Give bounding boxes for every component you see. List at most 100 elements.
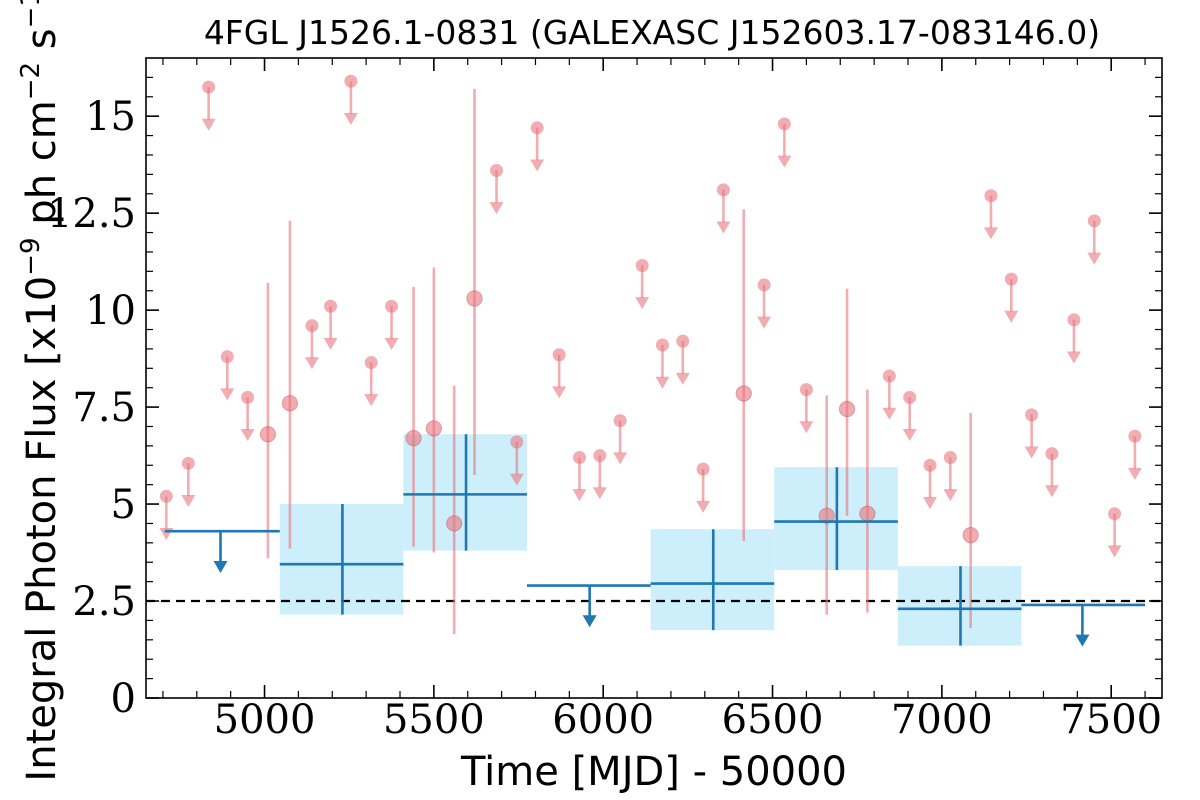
short-bin-series <box>159 74 1142 634</box>
short-ul-arrowhead-3 <box>220 388 235 401</box>
plot-frame <box>145 57 1163 699</box>
short-ul-point-27 <box>716 183 730 197</box>
short-ul-arrowhead-45 <box>1087 252 1102 265</box>
long-ul-arrowhead-7 <box>1075 634 1090 647</box>
xtick-label-0: 5000 <box>214 697 316 743</box>
ytick-label-5: 12.5 <box>47 191 136 237</box>
short-ul-arrowhead-36 <box>902 429 917 442</box>
short-ul-point-26 <box>696 462 710 476</box>
short-det-point-5 <box>259 426 277 443</box>
short-ul-arrowhead-40 <box>983 227 998 240</box>
short-ul-arrowhead-23 <box>635 297 650 310</box>
short-ul-point-4 <box>241 390 255 404</box>
short-ul-arrowhead-30 <box>777 155 792 168</box>
short-ul-arrowhead-38 <box>943 489 958 502</box>
short-ul-point-29 <box>757 278 771 292</box>
x-tick-labels: 5000 5500 6000 6500 7000 7500 <box>214 697 1162 743</box>
chart-title: 4FGL J1526.1-0831 (GALEXASC J152603.17-0… <box>204 13 1100 52</box>
short-ul-point-30 <box>777 117 791 131</box>
short-ul-arrowhead-44 <box>1066 351 1081 364</box>
short-ul-arrowhead-35 <box>882 407 897 420</box>
short-ul-arrowhead-29 <box>757 316 772 329</box>
short-ul-arrowhead-27 <box>716 221 731 234</box>
short-ul-point-45 <box>1087 214 1101 228</box>
short-det-point-6 <box>281 395 299 412</box>
short-ul-point-0 <box>159 489 173 503</box>
short-ul-arrowhead-4 <box>240 429 255 442</box>
short-ul-point-10 <box>364 355 378 369</box>
short-ul-arrowhead-20 <box>572 489 587 502</box>
short-ul-point-16 <box>490 163 504 177</box>
short-ul-arrowhead-24 <box>655 376 670 389</box>
short-ul-point-1 <box>181 456 195 470</box>
short-det-point-12 <box>405 430 422 447</box>
xtick-label-3: 6500 <box>722 697 824 743</box>
short-ul-arrowhead-11 <box>384 337 399 350</box>
short-ul-point-11 <box>385 299 399 313</box>
short-ul-point-41 <box>1004 272 1018 286</box>
short-ul-point-17 <box>510 435 524 449</box>
short-ul-arrowhead-10 <box>364 394 379 407</box>
short-ul-arrowhead-43 <box>1044 485 1059 498</box>
ytick-label-0: 0 <box>111 676 136 722</box>
short-ul-arrowhead-0 <box>159 527 174 540</box>
short-ul-point-35 <box>882 369 896 383</box>
short-ul-point-7 <box>305 319 319 333</box>
short-ul-arrowhead-18 <box>530 159 545 172</box>
short-ul-point-38 <box>943 451 957 465</box>
short-ul-arrowhead-8 <box>323 337 338 350</box>
short-ul-arrowhead-47 <box>1127 467 1142 480</box>
short-ul-point-3 <box>220 350 234 364</box>
xtick-label-1: 5500 <box>383 697 485 743</box>
short-ul-arrowhead-22 <box>613 452 628 465</box>
short-ul-point-22 <box>613 414 627 428</box>
short-ul-arrowhead-46 <box>1107 545 1122 558</box>
short-ul-arrowhead-1 <box>181 495 196 507</box>
short-ul-arrowhead-31 <box>799 421 814 434</box>
short-ul-arrowhead-7 <box>304 357 319 370</box>
x-axis-label: Time [MJD] - 50000 <box>460 749 847 795</box>
y-axis-label-unit1: ph cm <box>19 100 65 237</box>
short-det-point-33 <box>838 400 856 418</box>
short-ul-point-42 <box>1025 408 1039 422</box>
short-det-point-28 <box>735 385 752 402</box>
ytick-label-3: 7.5 <box>72 385 136 431</box>
xtick-label-5: 7500 <box>1060 697 1162 743</box>
y-axis-label-exp: −9 <box>16 237 46 275</box>
short-ul-point-20 <box>572 451 586 465</box>
y-axis-label-exp3: −1 <box>16 0 46 28</box>
short-ul-point-36 <box>903 390 917 404</box>
ytick-label-1: 2.5 <box>72 579 136 625</box>
xtick-label-2: 6000 <box>552 697 654 743</box>
short-ul-arrowhead-16 <box>489 202 504 215</box>
short-det-point-34 <box>859 505 876 522</box>
ytick-label-4: 10 <box>85 288 136 334</box>
long-bin-error-boxes <box>279 434 1022 646</box>
xtick-label-4: 7000 <box>891 697 993 743</box>
short-ul-point-2 <box>202 80 216 94</box>
short-det-point-15 <box>466 290 483 307</box>
y-axis-label-exp2: −2 <box>16 62 46 100</box>
y-tick-labels: 0 2.5 5 7.5 10 12.5 15 <box>47 94 136 722</box>
short-ul-arrowhead-25 <box>675 372 690 385</box>
short-ul-point-46 <box>1108 507 1122 521</box>
short-ul-point-9 <box>344 74 358 88</box>
short-ul-arrowhead-41 <box>1004 310 1019 323</box>
short-ul-arrowhead-21 <box>592 487 607 500</box>
short-ul-arrowhead-42 <box>1024 446 1039 459</box>
short-ul-point-44 <box>1067 313 1081 327</box>
long-ul-arrowhead-3 <box>582 615 597 628</box>
short-ul-point-43 <box>1045 447 1059 461</box>
short-ul-point-37 <box>923 458 937 472</box>
short-ul-arrowhead-26 <box>696 500 711 513</box>
y-axis-label: Integral Photon Flux [x10−9 ph cm−2 s−1] <box>16 0 65 782</box>
short-ul-point-40 <box>984 189 998 203</box>
short-ul-arrowhead-9 <box>343 112 358 125</box>
short-ul-point-18 <box>530 121 544 135</box>
short-ul-point-31 <box>799 383 813 397</box>
axis-ticks <box>146 58 1162 699</box>
short-ul-point-23 <box>635 259 649 273</box>
long-ul-arrowhead-0 <box>213 560 228 573</box>
short-ul-arrowhead-19 <box>552 386 567 399</box>
